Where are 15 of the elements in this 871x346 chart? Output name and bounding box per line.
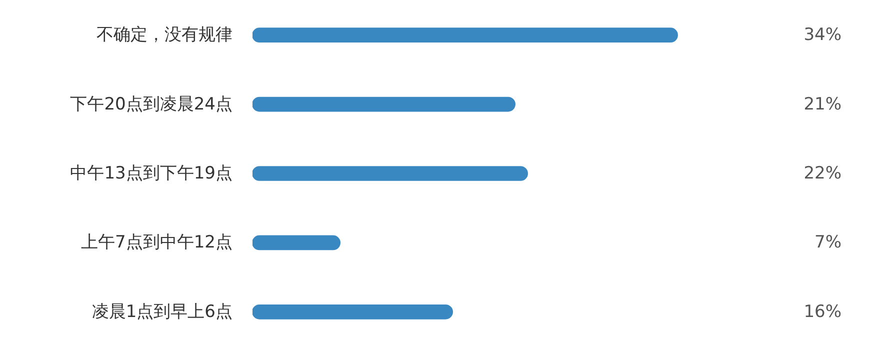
y-tick-label: 凌晨1点到早上6点 (92, 302, 233, 322)
bar (252, 235, 340, 250)
bar (252, 28, 678, 43)
bar (252, 166, 528, 181)
y-tick-label: 下午20点到凌晨24点 (70, 94, 232, 114)
data-label: 7% (814, 232, 842, 253)
y-tick-label: 中午13点到下午19点 (70, 164, 232, 184)
data-label: 21% (804, 94, 842, 114)
bar (252, 96, 516, 112)
bar (252, 304, 453, 320)
data-label: 16% (804, 302, 842, 322)
data-label: 22% (804, 164, 842, 184)
y-tick-label: 上午7点到中午12点 (81, 232, 233, 253)
y-tick-label: 不确定，没有规律 (96, 25, 232, 46)
data-label: 34% (804, 25, 842, 46)
